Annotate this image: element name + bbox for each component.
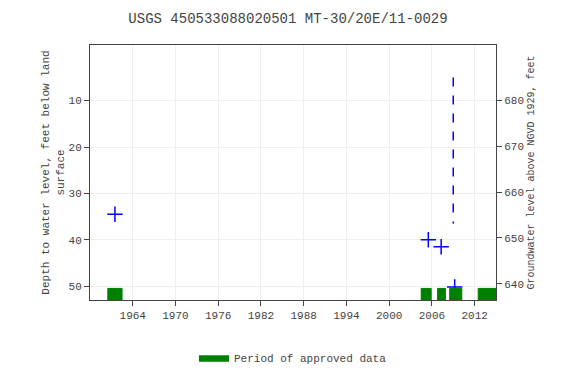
svg-text:640: 640	[504, 279, 524, 291]
svg-text:10: 10	[69, 95, 82, 107]
svg-text:50: 50	[69, 281, 82, 293]
svg-text:1964: 1964	[120, 310, 147, 322]
svg-text:USGS 450533088020501 MT-30/20E: USGS 450533088020501 MT-30/20E/11-0029	[128, 11, 447, 27]
svg-text:660: 660	[504, 187, 524, 199]
svg-text:1976: 1976	[205, 310, 231, 322]
svg-text:2006: 2006	[419, 310, 445, 322]
svg-text:40: 40	[69, 235, 82, 247]
svg-text:650: 650	[504, 233, 524, 245]
svg-text:1994: 1994	[333, 310, 360, 322]
svg-text:670: 670	[504, 141, 524, 153]
svg-text:2000: 2000	[376, 310, 402, 322]
svg-text:Period of approved data: Period of approved data	[234, 353, 386, 365]
svg-text:Groundwater level above NGVD 1: Groundwater level above NGVD 1929, feet	[526, 55, 537, 289]
svg-text:1970: 1970	[162, 310, 188, 322]
svg-text:1982: 1982	[248, 310, 274, 322]
svg-text:30: 30	[69, 188, 82, 200]
svg-text:Depth to water level, feet bel: Depth to water level, feet below landsur…	[40, 50, 66, 294]
svg-text:1988: 1988	[290, 310, 316, 322]
svg-text:20: 20	[69, 142, 82, 154]
svg-text:680: 680	[504, 95, 524, 107]
svg-text:2012: 2012	[461, 310, 487, 322]
